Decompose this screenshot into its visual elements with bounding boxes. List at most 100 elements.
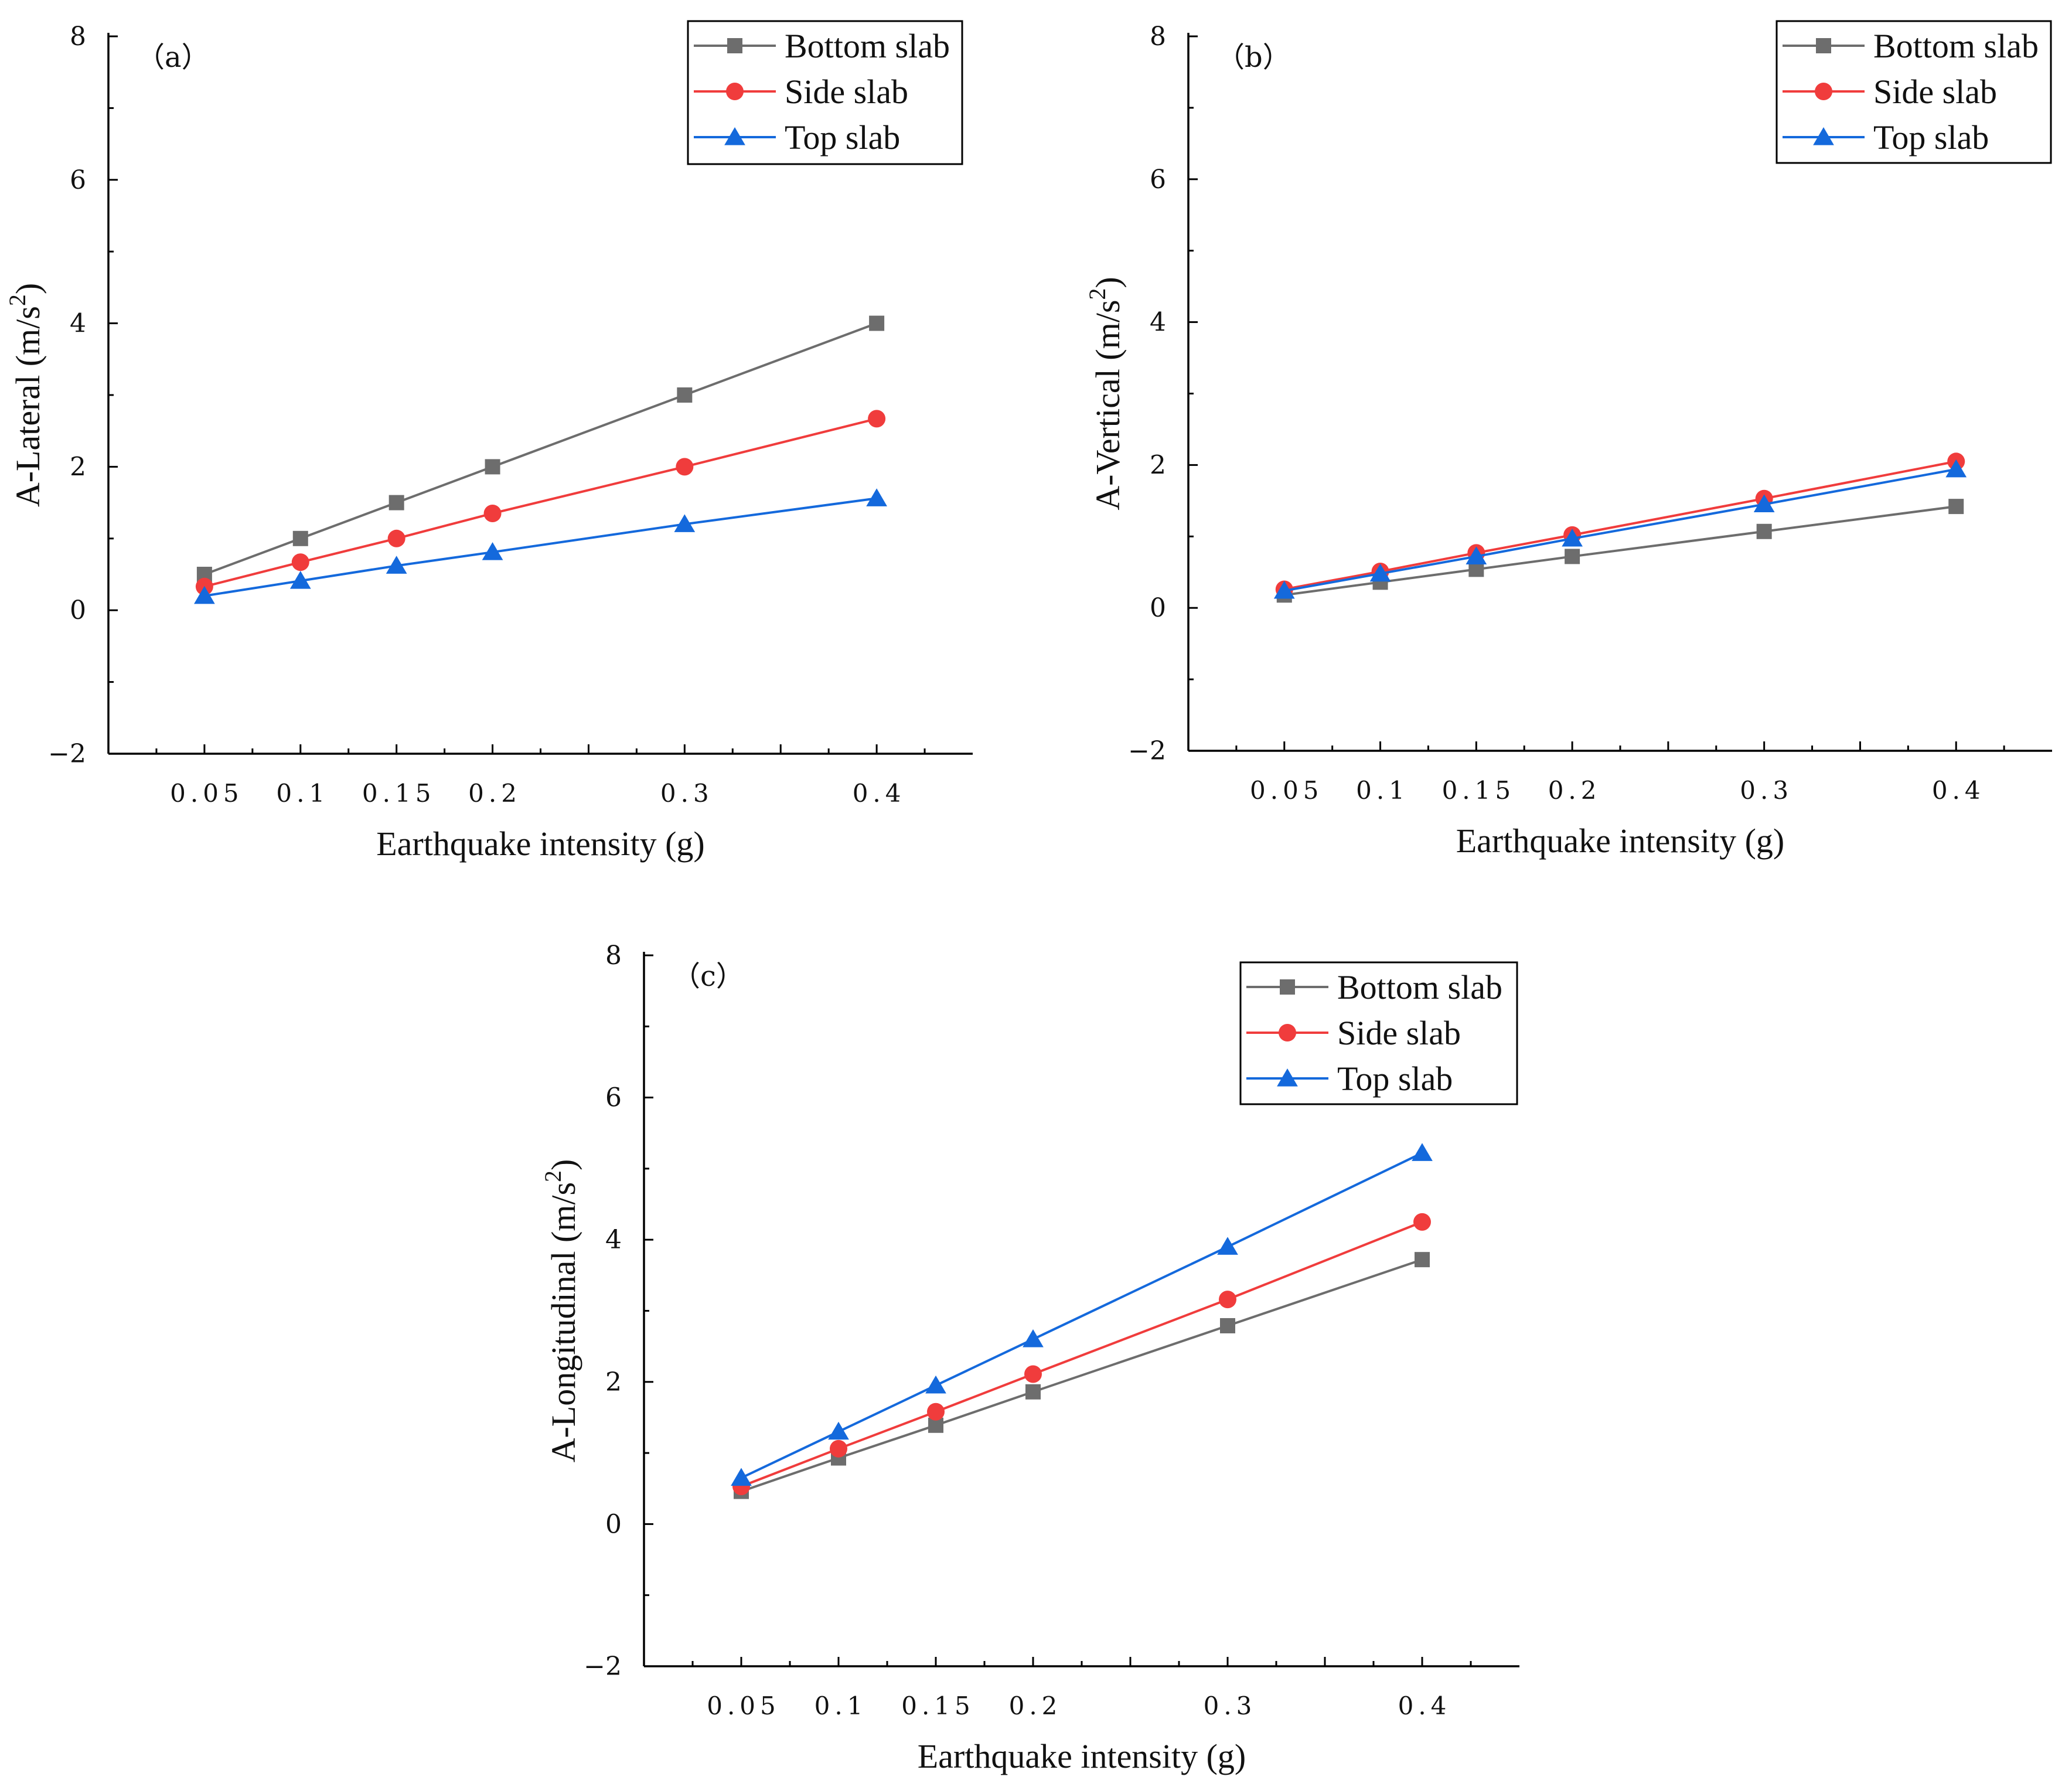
data-point-circle bbox=[387, 529, 405, 547]
data-point-triangle bbox=[674, 514, 696, 532]
data-point-square bbox=[1415, 1252, 1430, 1268]
y-axis-title: A-Lateral (m/s2) bbox=[4, 283, 47, 507]
x-tick-label: 0.15 bbox=[362, 779, 436, 808]
chart-panel-3: −2 0 2 4 6 8 0.05 0.1 0.15 0.2 0.3 0.4 （c） Earthquake… bbox=[540, 941, 1519, 1775]
data-point-circle bbox=[927, 1403, 945, 1421]
data-point-triangle bbox=[1273, 580, 1295, 599]
y-axis-title-superscript: 2 bbox=[1084, 288, 1110, 300]
x-tick-label: 0.3 bbox=[1740, 776, 1793, 805]
y-axis-title: A-Longitudinal (m/s2) bbox=[540, 1159, 582, 1463]
series-line-circle bbox=[204, 417, 877, 588]
y-axis-title-superscript: 2 bbox=[540, 1170, 566, 1182]
legend-marker-square bbox=[727, 38, 742, 53]
data-point-triangle bbox=[386, 556, 407, 574]
x-axis-title: Earthquake intensity (g) bbox=[1456, 822, 1785, 860]
legend-marker-triangle bbox=[1277, 1068, 1298, 1087]
data-point-triangle bbox=[1412, 1143, 1433, 1161]
x-tick-label: 0.4 bbox=[1932, 776, 1985, 805]
x-tick-label: 0.4 bbox=[853, 779, 906, 808]
data-point-circle bbox=[1413, 1213, 1431, 1231]
data-point-triangle bbox=[1466, 546, 1487, 565]
legend-marker-circle bbox=[1279, 1024, 1296, 1041]
data-point-square bbox=[292, 530, 308, 546]
data-point-triangle bbox=[1562, 528, 1583, 547]
legend-label: Bottom slab bbox=[1337, 968, 1502, 1006]
y-tick-label: 2 bbox=[1150, 450, 1166, 480]
data-point-circle bbox=[676, 458, 694, 476]
x-tick-label: 0.4 bbox=[1398, 1691, 1451, 1720]
series-line-triangle bbox=[741, 1152, 1423, 1479]
x-tick-label: 0.1 bbox=[815, 1691, 868, 1720]
chart-panel-1: −2 0 2 4 6 8 0.05 0.1 0.15 0.2 0.3 0.4 （a） Earthquake… bbox=[4, 20, 973, 863]
data-point-triangle bbox=[482, 542, 503, 560]
legend-label: Bottom slab bbox=[1873, 27, 2039, 65]
y-axis-title-superscript: 2 bbox=[4, 294, 30, 306]
panel-label: （b） bbox=[1216, 41, 1291, 74]
y-tick-label: −2 bbox=[584, 1652, 622, 1682]
data-point-square bbox=[677, 387, 693, 403]
y-axis-title-close: ) bbox=[1089, 277, 1127, 288]
y-tick-label: 2 bbox=[605, 1367, 622, 1397]
x-tick-label: 0.3 bbox=[660, 779, 714, 808]
legend-label: Top slab bbox=[785, 118, 900, 156]
series-line-square bbox=[204, 322, 877, 576]
data-point-square bbox=[1220, 1318, 1235, 1333]
legend-marker-circle bbox=[726, 83, 744, 100]
data-point-square bbox=[869, 315, 885, 331]
legend-marker-square bbox=[1280, 979, 1295, 995]
y-tick-label: 4 bbox=[70, 309, 86, 339]
data-point-circle bbox=[483, 504, 502, 522]
y-axis-title-close: ) bbox=[9, 283, 47, 294]
data-point-triangle bbox=[289, 571, 311, 589]
y-axis-title-text: A-Vertical (m/s bbox=[1089, 300, 1127, 510]
y-axis-title-close: ) bbox=[544, 1159, 582, 1170]
x-axis-title: Earthquake intensity (g) bbox=[918, 1737, 1246, 1775]
legend-label: Top slab bbox=[1337, 1060, 1453, 1098]
y-axis-title-text: A-Longitudinal (m/s bbox=[544, 1182, 582, 1462]
series-line-circle bbox=[1284, 460, 1957, 591]
x-tick-label: 0.05 bbox=[707, 1691, 781, 1720]
y-tick-label: 0 bbox=[605, 1509, 622, 1539]
legend-label: Bottom slab bbox=[785, 27, 950, 65]
x-tick-label: 0.05 bbox=[170, 779, 244, 808]
y-tick-label: 0 bbox=[70, 595, 86, 625]
x-tick-label: 0.15 bbox=[901, 1691, 975, 1720]
y-tick-label: 8 bbox=[70, 22, 86, 52]
data-point-triangle bbox=[194, 586, 215, 604]
data-point-square bbox=[388, 495, 404, 510]
x-tick-label: 0.2 bbox=[1009, 1691, 1062, 1720]
data-point-circle bbox=[291, 553, 309, 571]
data-point-square bbox=[485, 459, 500, 475]
data-point-square bbox=[1948, 499, 1964, 515]
data-point-triangle bbox=[866, 488, 887, 506]
data-point-circle bbox=[868, 410, 886, 428]
legend-label: Side slab bbox=[1873, 73, 1997, 111]
y-tick-label: −2 bbox=[1128, 736, 1166, 766]
series-line-circle bbox=[741, 1221, 1423, 1488]
y-tick-label: −2 bbox=[48, 739, 86, 769]
series-line-square bbox=[1284, 505, 1957, 597]
x-axis-title: Earthquake intensity (g) bbox=[376, 825, 705, 863]
y-tick-label: 8 bbox=[605, 941, 622, 971]
y-tick-label: 4 bbox=[1150, 308, 1166, 338]
series-line-triangle bbox=[1284, 468, 1957, 592]
x-tick-label: 0.2 bbox=[1548, 776, 1601, 805]
x-tick-label: 0.1 bbox=[1356, 776, 1409, 805]
x-tick-label: 0.2 bbox=[468, 779, 522, 808]
legend-label: Side slab bbox=[1337, 1014, 1461, 1052]
data-point-circle bbox=[1219, 1291, 1236, 1309]
series-line-triangle bbox=[204, 497, 877, 597]
data-point-triangle bbox=[925, 1375, 946, 1394]
y-tick-label: 2 bbox=[70, 452, 86, 482]
data-point-square bbox=[1025, 1384, 1041, 1400]
x-tick-label: 0.15 bbox=[1442, 776, 1516, 805]
legend-marker-circle bbox=[1815, 83, 1832, 100]
data-point-square bbox=[1565, 549, 1580, 564]
y-tick-label: 6 bbox=[1150, 165, 1166, 195]
data-point-triangle bbox=[828, 1421, 849, 1440]
y-axis-title-text: A-Lateral (m/s bbox=[9, 306, 47, 507]
chart-panel-2: −2 0 2 4 6 8 0.05 0.1 0.15 0.2 0.3 0.4 （b） Earthquake… bbox=[1084, 20, 2052, 860]
y-tick-label: 8 bbox=[1150, 22, 1166, 52]
x-tick-label: 0.05 bbox=[1250, 776, 1324, 805]
y-tick-label: 6 bbox=[70, 165, 86, 195]
